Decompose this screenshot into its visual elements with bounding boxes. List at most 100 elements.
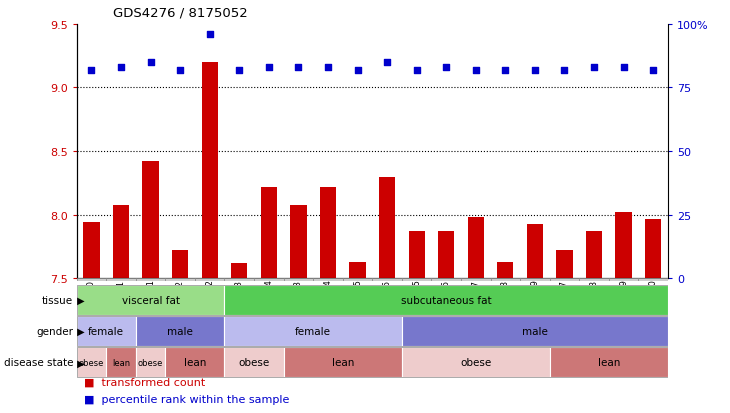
Text: GSM737027: GSM737027 [472,279,480,330]
Text: lean: lean [331,357,354,368]
Text: GSM737019: GSM737019 [619,279,628,330]
Bar [431,279,461,281]
Bar [231,263,247,279]
Bar [497,262,513,279]
Text: GSM737020: GSM737020 [649,279,658,330]
Bar [142,162,158,279]
Bar [261,188,277,279]
Text: GSM737018: GSM737018 [590,279,599,330]
Bar [556,251,572,279]
Text: GSM737013: GSM737013 [294,279,303,330]
Bar [350,262,366,279]
Bar [165,279,195,281]
Point [145,59,156,66]
Point [411,67,423,74]
Text: female: female [88,326,124,337]
Point [174,67,186,74]
Bar [83,223,99,279]
Bar [77,347,107,377]
Bar [527,224,543,279]
Bar [645,219,661,279]
Text: GSM737023: GSM737023 [235,279,244,330]
Bar [107,279,136,281]
Point [470,67,482,74]
Text: disease state: disease state [4,357,73,368]
Text: ■  percentile rank within the sample: ■ percentile rank within the sample [84,394,289,404]
Point [204,32,215,38]
Bar [195,279,225,281]
Point [558,67,570,74]
Bar [201,63,218,279]
Bar [320,188,336,279]
Text: obese: obese [138,358,164,367]
Text: GSM737024: GSM737024 [264,279,273,330]
Text: visceral fat: visceral fat [122,295,180,306]
Bar [77,279,107,281]
Text: GSM737022: GSM737022 [205,279,214,330]
Point [499,67,511,74]
Point [440,65,452,71]
Bar [283,279,313,281]
Bar [461,279,491,281]
Bar [136,279,165,281]
Bar [225,347,283,377]
Point [85,67,97,74]
Text: lean: lean [112,358,130,367]
Bar [225,279,254,281]
Bar [291,205,307,279]
Text: obese: obese [460,357,491,368]
Bar [225,286,668,316]
Text: GSM737026: GSM737026 [442,279,450,330]
Bar [225,317,402,346]
Point [381,59,393,66]
Text: tissue: tissue [42,295,73,306]
Bar [107,347,136,377]
Bar [586,232,602,279]
Bar [283,347,402,377]
Text: male: male [167,326,193,337]
Point [618,65,629,71]
Text: GSM737032: GSM737032 [176,279,185,330]
Bar [313,279,343,281]
Text: GSM737025: GSM737025 [412,279,421,330]
Text: female: female [295,326,331,337]
Text: GSM737016: GSM737016 [383,279,391,330]
Point [529,67,541,74]
Point [588,65,600,71]
Bar [409,232,425,279]
Bar [77,317,136,346]
Bar [520,279,550,281]
Bar [136,317,225,346]
Text: subcutaneous fat: subcutaneous fat [401,295,491,306]
Text: ▶: ▶ [74,326,85,337]
Bar [438,232,454,279]
Text: lean: lean [184,357,206,368]
Bar [491,279,520,281]
Bar [136,347,165,377]
Bar [402,279,431,281]
Text: male: male [522,326,548,337]
Bar [580,279,609,281]
Bar [639,279,668,281]
Text: GSM737031: GSM737031 [117,279,126,330]
Point [648,67,659,74]
Text: GSM737015: GSM737015 [353,279,362,330]
Point [234,67,245,74]
Bar [172,251,188,279]
Bar [372,279,402,281]
Text: ▶: ▶ [74,295,85,306]
Point [115,65,127,71]
Point [293,65,304,71]
Text: ▶: ▶ [74,357,85,368]
Point [263,65,274,71]
Text: GSM737021: GSM737021 [146,279,155,330]
Bar [615,213,631,279]
Point [322,65,334,71]
Text: gender: gender [36,326,73,337]
Text: GSM737017: GSM737017 [560,279,569,330]
Text: GSM737030: GSM737030 [87,279,96,330]
Bar [77,286,225,316]
Bar [379,177,395,279]
Bar [113,205,129,279]
Text: GDS4276 / 8175052: GDS4276 / 8175052 [113,6,248,19]
